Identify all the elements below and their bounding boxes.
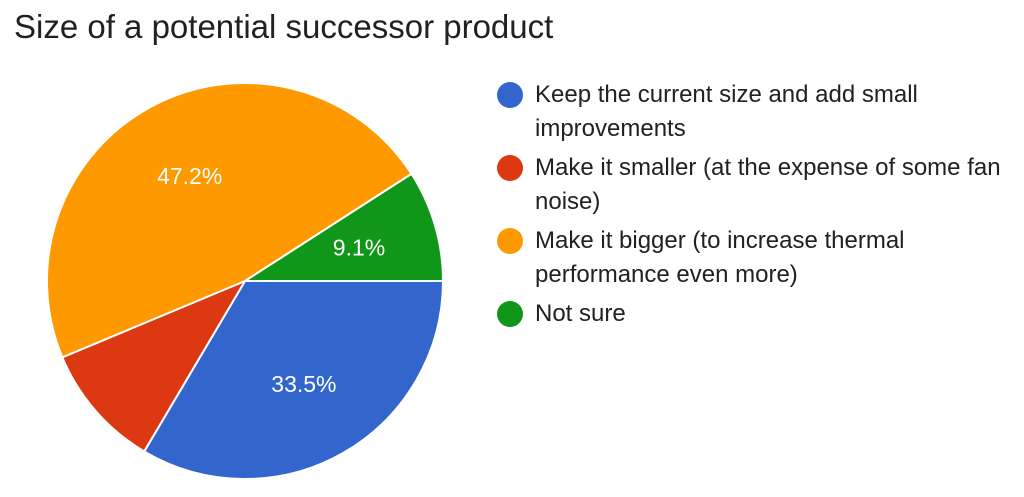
legend-swatch-blue — [497, 82, 523, 108]
pie-slice-label: 47.2% — [157, 163, 222, 189]
pie-slice-label: 9.1% — [333, 235, 385, 261]
pie-slice-not-sure[interactable] — [241, 172, 445, 282]
legend-label: Make it bigger (to increase thermal perf… — [535, 227, 905, 288]
legend-item-keep-current-size[interactable]: Keep the current size and add small impr… — [497, 78, 1017, 146]
legend-label: Keep the current size and add small impr… — [535, 81, 918, 142]
pie-slice-make-bigger[interactable] — [46, 81, 413, 359]
chart-title: Size of a potential successor product — [14, 8, 554, 45]
pie-slice-label: 33.5% — [271, 371, 336, 397]
pie-slices — [46, 81, 445, 480]
legend-swatch-green — [497, 301, 523, 327]
legend-label: Make it smaller (at the expense of some … — [535, 154, 1001, 215]
legend: Keep the current size and add small impr… — [497, 78, 1017, 336]
legend-label: Not sure — [535, 300, 626, 327]
legend-item-make-smaller[interactable]: Make it smaller (at the expense of some … — [497, 151, 1017, 219]
legend-swatch-orange — [497, 228, 523, 254]
pie-slice-make-smaller[interactable] — [61, 278, 248, 453]
legend-item-not-sure[interactable]: Not sure — [497, 297, 1017, 331]
legend-item-make-bigger[interactable]: Make it bigger (to increase thermal perf… — [497, 224, 1017, 292]
pie-labels: 33.5% 47.2% 9.1% — [157, 163, 385, 397]
pie-slice-keep-current-size[interactable] — [142, 280, 445, 480]
legend-swatch-red — [497, 155, 523, 181]
